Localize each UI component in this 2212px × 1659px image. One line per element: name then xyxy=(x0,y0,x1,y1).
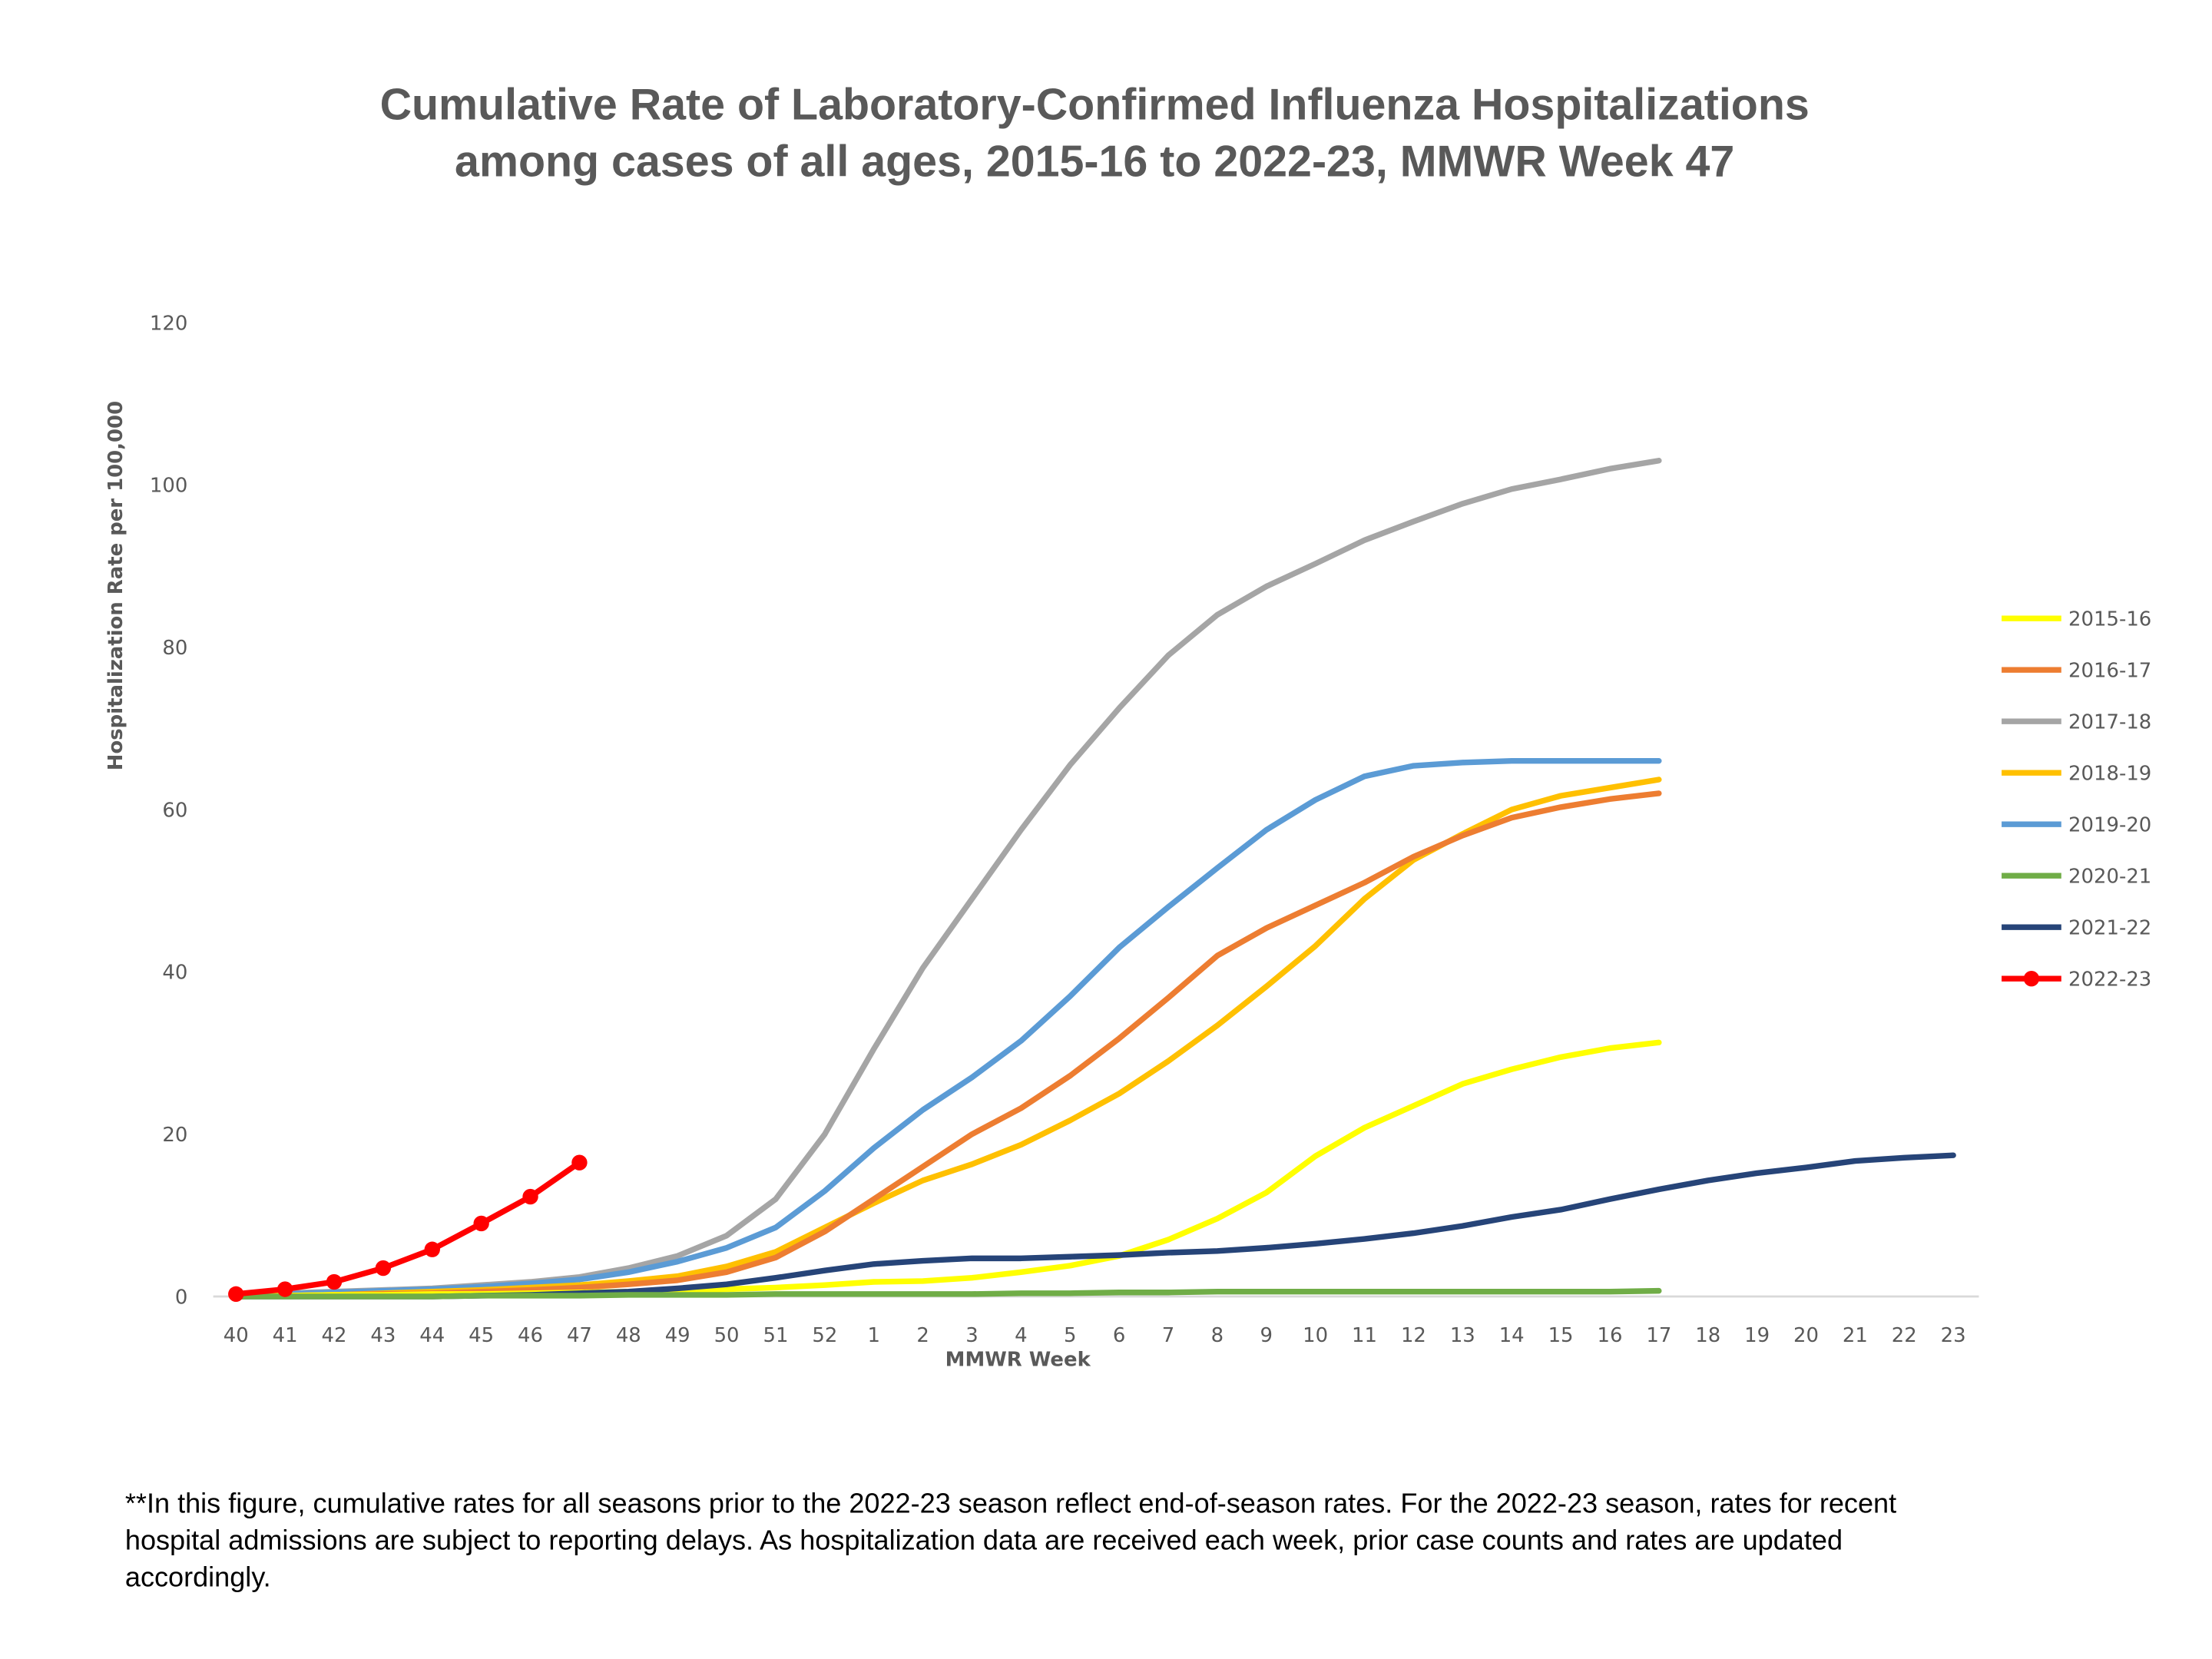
y-tick-label: 40 xyxy=(162,962,187,985)
data-point-2022-23 xyxy=(571,1154,588,1171)
legend-label: 2020-21 xyxy=(2068,865,2151,888)
x-tick-label: 42 xyxy=(322,1324,347,1347)
series-line-2022-23 xyxy=(233,1159,583,1297)
x-tick-label: 19 xyxy=(1744,1324,1770,1347)
x-axis-label: MMWR Week xyxy=(945,1349,1091,1372)
x-tick-label: 2 xyxy=(916,1324,929,1347)
legend-label: 2016-17 xyxy=(2068,659,2151,682)
x-tick-label: 16 xyxy=(1597,1324,1622,1347)
data-point-2022-23 xyxy=(473,1215,489,1232)
series-line-2021-22 xyxy=(233,1152,1956,1300)
footnote-line-3: accordingly. xyxy=(125,1561,271,1593)
series-line-2020-21 xyxy=(233,1287,1662,1300)
y-tick-label: 60 xyxy=(162,799,187,822)
x-tick-label: 51 xyxy=(763,1324,788,1347)
y-tick-label: 100 xyxy=(150,475,187,498)
x-tick-label: 44 xyxy=(419,1324,445,1347)
x-tick-label: 52 xyxy=(812,1324,837,1347)
x-tick-label: 23 xyxy=(1941,1324,1966,1347)
x-tick-label: 4 xyxy=(1015,1324,1027,1347)
x-tick-label: 3 xyxy=(965,1324,978,1347)
x-tick-label: 9 xyxy=(1260,1324,1273,1347)
x-tick-label: 43 xyxy=(370,1324,396,1347)
x-tick-label: 17 xyxy=(1646,1324,1671,1347)
y-axis-label: Hospitalization Rate per 100,000 xyxy=(104,401,127,770)
data-point-2022-23 xyxy=(228,1286,244,1303)
x-tick-label: 13 xyxy=(1450,1324,1475,1347)
x-tick-label: 12 xyxy=(1401,1324,1426,1347)
x-tick-label: 50 xyxy=(714,1324,740,1347)
legend-label: 2022-23 xyxy=(2068,968,2151,991)
legend-label: 2015-16 xyxy=(2068,608,2151,631)
x-tick-label: 40 xyxy=(224,1324,249,1347)
x-tick-label: 11 xyxy=(1352,1324,1377,1347)
footnote-line-2: hospital admissions are subject to repor… xyxy=(125,1524,1843,1555)
legend-label: 2021-22 xyxy=(2068,916,2151,939)
x-tick-label: 49 xyxy=(665,1324,690,1347)
y-tick-label: 0 xyxy=(175,1286,187,1309)
x-tick-label: 6 xyxy=(1113,1324,1125,1347)
legend-label: 2019-20 xyxy=(2068,813,2151,836)
x-tick-label: 21 xyxy=(1843,1324,1868,1347)
legend-label: 2017-18 xyxy=(2068,710,2151,733)
x-tick-label: 10 xyxy=(1303,1324,1328,1347)
x-tick-label: 5 xyxy=(1064,1324,1076,1347)
x-tick-label: 18 xyxy=(1695,1324,1720,1347)
x-tick-label: 48 xyxy=(616,1324,641,1347)
data-point-2022-23 xyxy=(424,1241,440,1257)
data-point-2022-23 xyxy=(375,1260,392,1277)
x-tick-label: 1 xyxy=(867,1324,879,1347)
x-tick-label: 22 xyxy=(1892,1324,1917,1347)
y-tick-label: 20 xyxy=(162,1124,187,1147)
data-point-2022-23 xyxy=(522,1188,538,1205)
series-line-2019-20 xyxy=(233,757,1662,1298)
legend: 2015-16 2016-17 2017-18 2018-19 2019-20 2020-… xyxy=(2002,608,2151,991)
y-tick-label: 80 xyxy=(162,637,187,660)
x-tick-label: 20 xyxy=(1793,1324,1819,1347)
x-tick-label: 14 xyxy=(1499,1324,1525,1347)
x-tick-label: 7 xyxy=(1162,1324,1174,1347)
legend-label: 2018-19 xyxy=(2068,762,2151,785)
legend-marker xyxy=(2023,970,2040,987)
y-tick-label: 120 xyxy=(150,312,187,335)
series-line-2016-17 xyxy=(233,790,1662,1300)
chart-title-line-1: Cumulative Rate of Laboratory-Confirmed … xyxy=(380,80,1810,129)
x-tick-label: 8 xyxy=(1211,1324,1224,1347)
x-tick-label: 15 xyxy=(1548,1324,1574,1347)
x-tick-label: 45 xyxy=(469,1324,494,1347)
series-line-2018-19 xyxy=(233,777,1662,1300)
data-point-2022-23 xyxy=(276,1281,293,1297)
footnote-line-1: **In this figure, cumulative rates for a… xyxy=(125,1487,1896,1518)
chart-title-line-2: among cases of all ages, 2015-16 to 2022… xyxy=(455,137,1734,187)
x-tick-label: 46 xyxy=(518,1324,543,1347)
x-tick-label: 47 xyxy=(567,1324,592,1347)
data-point-2022-23 xyxy=(326,1273,343,1290)
x-tick-label: 41 xyxy=(273,1324,298,1347)
